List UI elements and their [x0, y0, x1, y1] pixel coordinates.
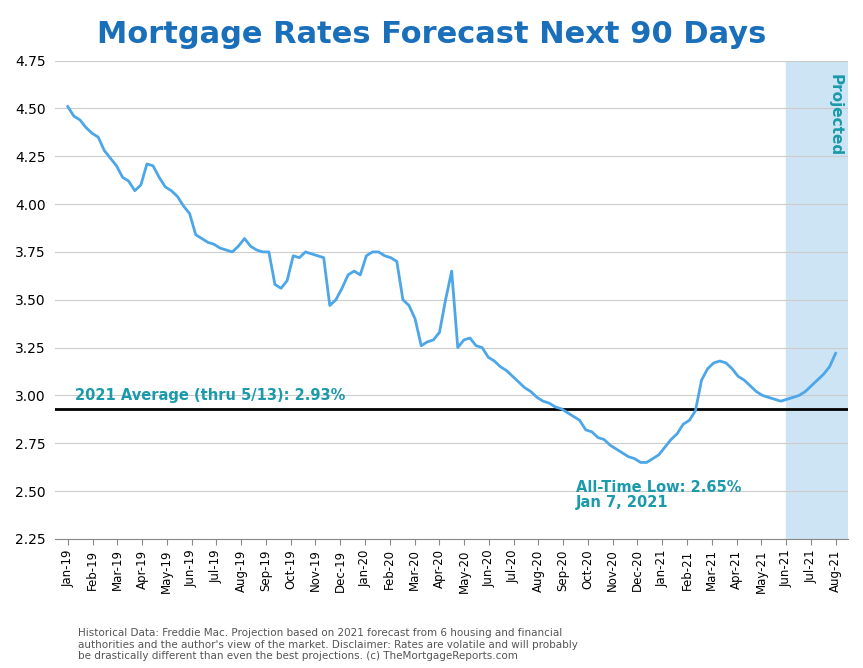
Text: Jan 7, 2021: Jan 7, 2021	[576, 495, 668, 510]
Text: Mortgage Rates Forecast Next 90 Days: Mortgage Rates Forecast Next 90 Days	[97, 20, 766, 49]
Text: All-Time Low: 2.65%: All-Time Low: 2.65%	[576, 480, 741, 494]
Text: 2021 Average (thru 5/13): 2.93%: 2021 Average (thru 5/13): 2.93%	[75, 388, 345, 403]
Text: Historical Data: Freddie Mac. Projection based on 2021 forecast from 6 housing a: Historical Data: Freddie Mac. Projection…	[78, 628, 577, 661]
Text: Projected: Projected	[828, 74, 843, 156]
Bar	[786, 61, 848, 539]
